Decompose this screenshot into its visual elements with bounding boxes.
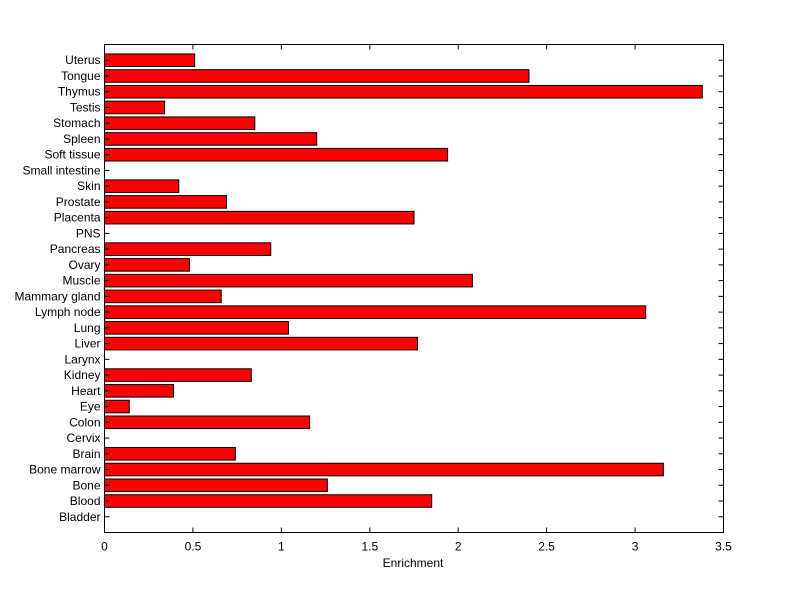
bar-ovary: [104, 258, 190, 272]
x-tick-label: 2: [455, 540, 462, 554]
x-tick-label: 3: [632, 540, 639, 554]
bar-brain: [104, 446, 236, 461]
y-tick-label: Stomach: [53, 116, 100, 130]
x-tick-label: 2.5: [538, 540, 555, 554]
bar-testis: [104, 100, 166, 115]
y-tick-label: Kidney: [64, 368, 101, 382]
y-tick-label: Small intestine: [22, 163, 100, 177]
bar-spleen: [104, 132, 318, 146]
bar-bone-marrow: [104, 462, 664, 477]
y-tick-label: Cervix: [66, 431, 100, 445]
y-tick-label: Soft tissue: [44, 148, 100, 162]
bar-bone: [104, 478, 328, 493]
bar-pancreas: [104, 242, 272, 256]
x-tick-label: 1: [278, 540, 285, 554]
y-tick-label: Skin: [77, 179, 100, 193]
y-tick-label: Mammary gland: [14, 289, 100, 303]
bar-lung: [104, 321, 289, 335]
y-tick-label: Lymph node: [35, 305, 101, 319]
y-tick-label: Bone marrow: [29, 463, 101, 477]
bar-heart: [104, 384, 174, 398]
y-tick-label: Uterus: [65, 53, 100, 67]
y-tick-label: Blood: [70, 494, 101, 508]
bar-soft-tissue: [104, 147, 449, 162]
y-tick-label: Pancreas: [50, 242, 101, 256]
x-tick-label: 0: [101, 540, 108, 554]
bar-skin: [104, 179, 180, 193]
x-axis-ticks: 0 0.5 1 1.5 2 2.5 3 3.5: [101, 44, 732, 554]
y-tick-label: Colon: [69, 415, 100, 429]
y-tick-label: Spleen: [63, 132, 100, 146]
bar-stomach: [104, 116, 256, 131]
bar-uterus: [104, 53, 196, 68]
bar-mammary-gland: [104, 289, 222, 304]
x-tick-label: 3.5: [715, 540, 732, 554]
y-tick-label: Lung: [74, 321, 101, 335]
bar-placenta: [104, 210, 415, 225]
bar-tongue: [104, 69, 530, 83]
y-tick-label: Heart: [71, 384, 101, 398]
bar-lymph-node: [104, 305, 647, 319]
x-tick-label: 0.5: [185, 540, 202, 554]
y-tick-label: Prostate: [56, 195, 101, 209]
y-tick-label: Brain: [72, 447, 100, 461]
y-tick-label: Ovary: [68, 258, 100, 272]
bar-muscle: [104, 273, 473, 288]
bar-kidney: [104, 368, 252, 382]
y-tick-label: Testis: [70, 100, 101, 114]
y-tick-label: Bone: [72, 478, 100, 492]
bar-thymus: [104, 84, 703, 99]
y-tick-label: Eye: [80, 400, 101, 414]
x-axis-label: Enrichment: [383, 556, 444, 570]
bar-blood: [104, 494, 433, 508]
bar-colon: [104, 415, 311, 430]
bar-prostate: [104, 195, 228, 209]
y-tick-label: Bladder: [59, 510, 100, 524]
y-tick-label: Larynx: [64, 352, 100, 366]
y-tick-label: PNS: [76, 226, 101, 240]
x-tick-label: 1.5: [361, 540, 378, 554]
y-tick-label: Muscle: [62, 274, 100, 288]
y-tick-label: Tongue: [61, 69, 101, 83]
bar-liver: [104, 336, 419, 351]
y-tick-label: Placenta: [54, 211, 101, 225]
plot-area-border: [104, 44, 724, 533]
y-tick-label: Liver: [74, 337, 100, 351]
y-tick-label: Thymus: [58, 85, 101, 99]
